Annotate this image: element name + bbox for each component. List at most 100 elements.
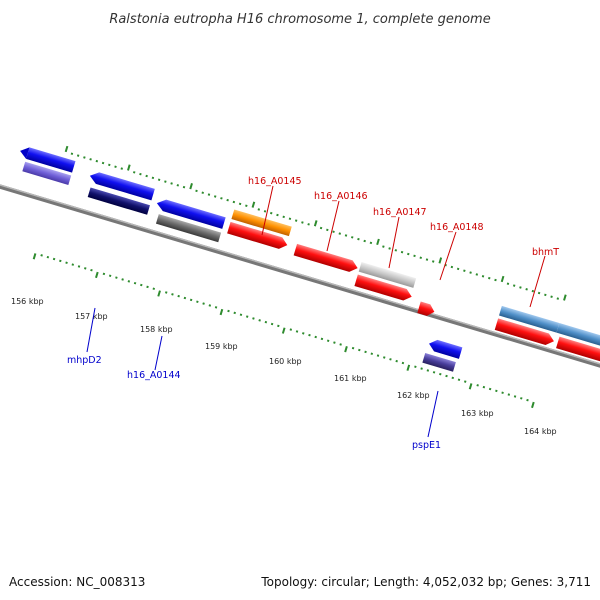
minor-tick [294, 219, 298, 222]
gene-label-h16-a0144[interactable]: h16_A0144 [127, 370, 181, 381]
minor-tick [289, 328, 293, 331]
minor-tick [450, 265, 454, 269]
minor-tick [115, 276, 118, 279]
minor-tick [506, 282, 510, 285]
major-tick [376, 238, 380, 246]
minor-tick [556, 297, 560, 300]
minor-tick [308, 333, 311, 337]
minor-tick [233, 311, 236, 315]
gene-label-h16-a0145[interactable]: h16_A0145 [248, 176, 302, 187]
gene-feature[interactable] [87, 187, 150, 215]
gene-feature[interactable] [88, 170, 155, 201]
major-tick [406, 364, 411, 371]
minor-tick [183, 296, 187, 300]
major-tick [32, 253, 37, 260]
major-tick [344, 346, 348, 353]
gene-feature[interactable] [155, 197, 226, 229]
minor-tick [344, 234, 348, 237]
genome-summary-text: Topology: circular; Length: 4,052,032 bp… [260, 575, 591, 589]
scale-labels: 156 kbp 157 kbp 158 kbp 159 kbp 160 kbp … [11, 297, 557, 436]
minor-tick [157, 178, 161, 181]
minor-tick [83, 267, 87, 270]
major-tick [127, 164, 131, 171]
minor-tick [151, 176, 155, 180]
minor-tick [152, 287, 156, 290]
minor-tick [220, 197, 223, 200]
minor-tick [495, 389, 498, 393]
gene-feature[interactable] [422, 352, 456, 372]
minor-tick [469, 271, 472, 274]
outer-tick-row [64, 145, 567, 301]
gene-label-bhmt[interactable]: bhmT [532, 247, 559, 258]
gene-feature[interactable] [499, 305, 560, 333]
minor-tick [357, 237, 360, 241]
minor-tick [170, 182, 173, 185]
minor-tick [488, 276, 491, 280]
minor-tick [258, 319, 261, 322]
minor-tick [182, 185, 186, 189]
minor-tick [476, 384, 479, 387]
gene-feature[interactable] [227, 221, 289, 251]
gene-feature[interactable] [358, 262, 417, 288]
minor-tick [463, 380, 467, 383]
minor-tick [282, 215, 285, 219]
minor-tick [544, 293, 547, 297]
gene-feature[interactable] [417, 301, 436, 318]
minor-tick [395, 359, 398, 363]
minor-tick [314, 335, 317, 339]
minor-tick [263, 210, 267, 213]
minor-tick [463, 269, 466, 272]
major-tick [313, 220, 318, 227]
minor-tick [164, 180, 167, 183]
tick-label: 156 kbp [11, 297, 44, 306]
minor-tick [389, 358, 392, 361]
minor-tick [425, 258, 429, 261]
minor-tick [550, 295, 553, 298]
gene-label-h16-a0148[interactable]: h16_A0148 [430, 222, 484, 233]
gene-feature[interactable] [556, 323, 600, 353]
minor-tick [382, 245, 385, 248]
minor-tick [145, 174, 148, 178]
gene-feature[interactable] [155, 214, 222, 243]
minor-tick [46, 255, 50, 259]
minor-tick [426, 369, 430, 372]
minor-tick [332, 230, 335, 233]
gene-label-h16-a0146[interactable]: h16_A0146 [314, 191, 368, 202]
minor-tick [451, 376, 455, 380]
minor-tick [370, 352, 374, 355]
major-tick [95, 271, 99, 279]
minor-tick [369, 241, 373, 245]
tick-label: 157 kbp [75, 312, 108, 321]
tick-label: 164 kbp [524, 427, 557, 436]
minor-tick [531, 289, 535, 293]
gene-feature[interactable] [22, 161, 72, 186]
minor-tick [195, 189, 198, 193]
gene-feature[interactable] [494, 318, 556, 347]
gene-label-pspe1[interactable]: pspE1 [412, 440, 441, 451]
gene-feature[interactable] [231, 209, 292, 237]
gene-feature[interactable] [556, 336, 600, 367]
minor-tick [494, 278, 497, 282]
gene-label-mhpd2[interactable]: mhpD2 [67, 355, 102, 366]
minor-tick [127, 280, 131, 283]
minor-tick [232, 200, 236, 204]
minor-tick [133, 281, 137, 285]
minor-tick [101, 161, 105, 165]
minor-tick [52, 257, 56, 261]
gene-feature[interactable] [18, 145, 76, 173]
major-tick [468, 383, 473, 390]
minor-tick [196, 300, 199, 303]
gene-feature[interactable] [354, 274, 413, 302]
minor-tick [513, 395, 517, 398]
minor-tick [307, 223, 310, 226]
gene-feature[interactable] [293, 243, 360, 274]
minor-tick [319, 226, 323, 230]
minor-tick [414, 365, 417, 368]
gene-label-h16-a0147[interactable]: h16_A0147 [373, 207, 427, 218]
minor-tick [270, 322, 274, 326]
minor-tick [76, 154, 80, 157]
minor-tick [363, 239, 366, 243]
minor-tick [481, 275, 485, 278]
gene-feature[interactable] [427, 338, 463, 359]
minor-tick [245, 204, 248, 207]
